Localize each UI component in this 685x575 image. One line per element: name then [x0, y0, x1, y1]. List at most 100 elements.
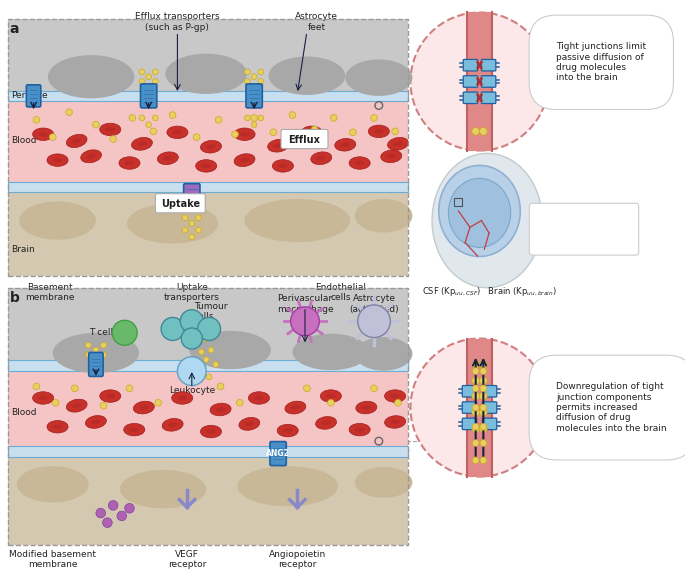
Ellipse shape — [390, 420, 400, 424]
Ellipse shape — [120, 470, 206, 508]
Circle shape — [203, 336, 209, 342]
Ellipse shape — [105, 394, 115, 398]
Ellipse shape — [249, 392, 269, 404]
Ellipse shape — [386, 154, 396, 159]
Bar — [8, 19, 408, 276]
Circle shape — [258, 69, 264, 75]
Ellipse shape — [162, 419, 183, 431]
Circle shape — [270, 129, 277, 136]
Circle shape — [153, 115, 158, 121]
Circle shape — [472, 361, 480, 368]
Text: Blood: Blood — [12, 408, 37, 417]
Ellipse shape — [388, 137, 408, 150]
Ellipse shape — [432, 154, 543, 288]
Circle shape — [100, 402, 107, 409]
Ellipse shape — [369, 125, 389, 137]
Ellipse shape — [374, 129, 384, 133]
FancyBboxPatch shape — [463, 92, 477, 104]
Text: Efflux: Efflux — [288, 135, 320, 145]
Bar — [8, 359, 408, 371]
Ellipse shape — [33, 128, 53, 140]
Circle shape — [472, 408, 480, 416]
Text: Astrocyte
feet: Astrocyte feet — [295, 13, 338, 32]
Circle shape — [480, 368, 487, 374]
Circle shape — [473, 385, 479, 392]
Text: Tumour
cells: Tumour cells — [194, 302, 227, 321]
Ellipse shape — [245, 199, 350, 242]
Text: Astrocyte
(activated): Astrocyte (activated) — [349, 294, 399, 314]
Circle shape — [103, 518, 112, 527]
Ellipse shape — [238, 466, 338, 507]
Ellipse shape — [38, 132, 48, 136]
Ellipse shape — [290, 405, 300, 410]
Circle shape — [303, 385, 310, 392]
Text: Modified basement
membrane: Modified basement membrane — [9, 550, 97, 569]
Ellipse shape — [190, 331, 271, 369]
Circle shape — [473, 368, 479, 374]
Circle shape — [71, 385, 78, 392]
Circle shape — [182, 227, 188, 233]
Ellipse shape — [316, 416, 336, 430]
Ellipse shape — [355, 199, 412, 232]
Text: Leukocyte: Leukocyte — [169, 386, 215, 396]
Text: >1 uptake at BBB: >1 uptake at BBB — [536, 223, 616, 232]
Ellipse shape — [349, 423, 370, 436]
Ellipse shape — [168, 423, 177, 427]
Circle shape — [139, 69, 145, 75]
Ellipse shape — [137, 141, 147, 146]
Ellipse shape — [381, 150, 402, 163]
Circle shape — [208, 347, 214, 353]
Circle shape — [251, 122, 257, 128]
Ellipse shape — [345, 59, 412, 96]
Ellipse shape — [158, 152, 178, 164]
Ellipse shape — [254, 396, 264, 400]
Circle shape — [251, 74, 257, 79]
Circle shape — [473, 423, 479, 430]
Ellipse shape — [53, 158, 62, 162]
Circle shape — [150, 128, 157, 135]
Ellipse shape — [240, 132, 249, 136]
Circle shape — [371, 385, 377, 392]
Text: ANG2: ANG2 — [266, 449, 290, 458]
Text: Basement
membrane: Basement membrane — [25, 283, 75, 302]
Circle shape — [194, 362, 199, 367]
Ellipse shape — [48, 55, 134, 98]
FancyBboxPatch shape — [462, 402, 477, 413]
Circle shape — [96, 508, 105, 518]
Ellipse shape — [173, 130, 182, 135]
Text: Tight junctions limit
passive diffusion of
drug molecules
into the brain: Tight junctions limit passive diffusion … — [556, 42, 647, 82]
Bar — [8, 182, 408, 192]
Text: CSF (Kp$_{uu,CSF}$)   Brain (Kp$_{uu,brain}$): CSF (Kp$_{uu,CSF}$) Brain (Kp$_{uu,brain… — [422, 285, 557, 298]
FancyBboxPatch shape — [140, 84, 157, 108]
Ellipse shape — [86, 154, 96, 159]
Circle shape — [290, 307, 319, 336]
Circle shape — [473, 440, 479, 446]
Circle shape — [117, 511, 127, 521]
Circle shape — [199, 349, 204, 355]
Ellipse shape — [292, 334, 369, 370]
Ellipse shape — [439, 166, 521, 256]
Ellipse shape — [100, 390, 121, 402]
FancyBboxPatch shape — [463, 59, 477, 71]
Text: b: b — [10, 290, 19, 305]
Ellipse shape — [72, 403, 82, 408]
Ellipse shape — [91, 420, 101, 424]
Ellipse shape — [278, 164, 288, 168]
Ellipse shape — [66, 135, 87, 148]
Circle shape — [392, 128, 399, 135]
Ellipse shape — [72, 139, 82, 143]
Ellipse shape — [81, 150, 101, 163]
FancyBboxPatch shape — [184, 183, 200, 206]
Ellipse shape — [166, 53, 247, 94]
Circle shape — [258, 79, 264, 85]
Circle shape — [129, 114, 136, 121]
Circle shape — [126, 385, 133, 392]
Circle shape — [199, 371, 204, 377]
Ellipse shape — [206, 144, 216, 149]
Circle shape — [196, 215, 201, 221]
Circle shape — [479, 377, 487, 385]
Ellipse shape — [216, 407, 225, 412]
Circle shape — [189, 234, 195, 240]
Circle shape — [410, 339, 549, 477]
FancyBboxPatch shape — [482, 402, 497, 413]
